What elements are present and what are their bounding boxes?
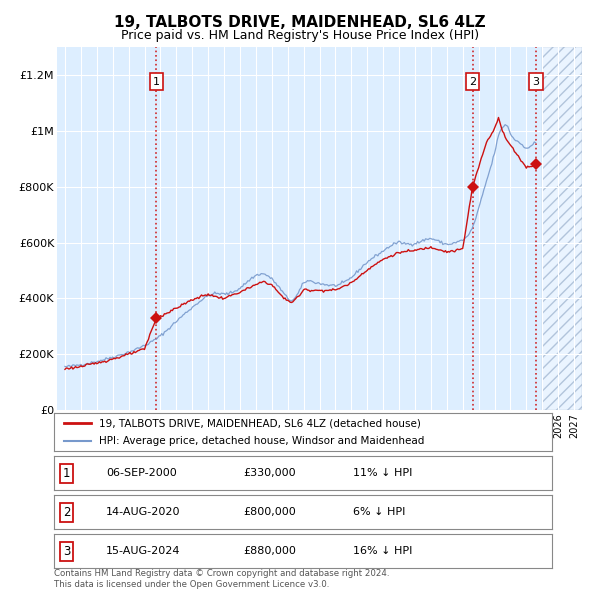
Text: £880,000: £880,000 [243,546,296,556]
Text: 19, TALBOTS DRIVE, MAIDENHEAD, SL6 4LZ: 19, TALBOTS DRIVE, MAIDENHEAD, SL6 4LZ [114,15,486,30]
Text: 16% ↓ HPI: 16% ↓ HPI [353,546,412,556]
Text: £330,000: £330,000 [243,468,296,478]
Text: 06-SEP-2000: 06-SEP-2000 [106,468,177,478]
Text: 6% ↓ HPI: 6% ↓ HPI [353,507,405,517]
Text: 1: 1 [153,77,160,87]
Text: 2: 2 [63,506,70,519]
Text: Price paid vs. HM Land Registry's House Price Index (HPI): Price paid vs. HM Land Registry's House … [121,30,479,42]
Text: 19, TALBOTS DRIVE, MAIDENHEAD, SL6 4LZ (detached house): 19, TALBOTS DRIVE, MAIDENHEAD, SL6 4LZ (… [99,418,421,428]
Text: 14-AUG-2020: 14-AUG-2020 [106,507,181,517]
Text: Contains HM Land Registry data © Crown copyright and database right 2024.
This d: Contains HM Land Registry data © Crown c… [54,569,389,589]
Text: 2: 2 [469,77,476,87]
Text: 3: 3 [533,77,539,87]
Text: 3: 3 [63,545,70,558]
Text: 1: 1 [63,467,70,480]
Text: 15-AUG-2024: 15-AUG-2024 [106,546,181,556]
Text: 11% ↓ HPI: 11% ↓ HPI [353,468,412,478]
Text: £800,000: £800,000 [243,507,296,517]
Bar [542,47,582,410]
Text: HPI: Average price, detached house, Windsor and Maidenhead: HPI: Average price, detached house, Wind… [99,437,424,447]
